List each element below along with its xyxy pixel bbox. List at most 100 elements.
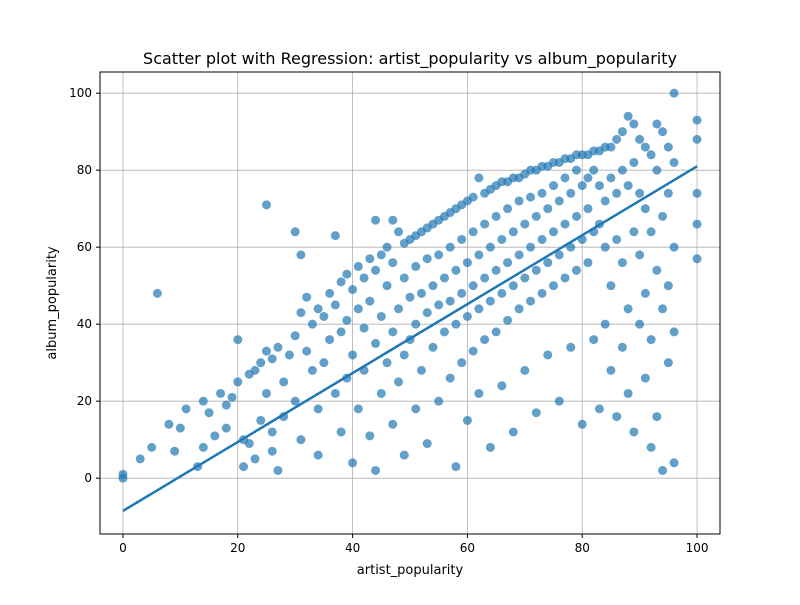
- data-point: [629, 427, 639, 437]
- data-point: [640, 204, 650, 214]
- data-point: [560, 173, 570, 183]
- data-point: [388, 258, 398, 268]
- data-point: [394, 304, 404, 314]
- x-tick-label: 20: [230, 541, 245, 555]
- data-point: [537, 234, 547, 244]
- data-point: [543, 350, 553, 360]
- data-point: [302, 346, 312, 356]
- data-point: [290, 227, 300, 237]
- data-point: [267, 354, 277, 364]
- data-point: [658, 465, 668, 475]
- data-point: [629, 119, 639, 129]
- x-tick-label: 100: [686, 541, 709, 555]
- data-point: [589, 165, 599, 175]
- data-point: [635, 134, 645, 144]
- data-point: [445, 242, 455, 252]
- data-point: [261, 346, 271, 356]
- data-point: [422, 439, 432, 449]
- chart-title: Scatter plot with Regression: artist_pop…: [143, 49, 677, 69]
- data-point: [233, 377, 243, 387]
- data-point: [571, 165, 581, 175]
- data-point: [256, 415, 266, 425]
- data-point: [135, 454, 145, 464]
- data-point: [583, 258, 593, 268]
- data-point: [451, 319, 461, 329]
- data-point: [152, 288, 162, 298]
- data-point: [537, 188, 547, 198]
- data-point: [663, 188, 673, 198]
- data-point: [353, 404, 363, 414]
- data-point: [646, 227, 656, 237]
- data-point: [549, 181, 559, 191]
- x-tick-label: 60: [460, 541, 475, 555]
- data-point: [635, 188, 645, 198]
- data-point: [411, 404, 421, 414]
- data-point: [284, 350, 294, 360]
- data-point: [531, 408, 541, 418]
- data-point: [554, 196, 564, 206]
- data-point: [663, 142, 673, 152]
- data-point: [273, 465, 283, 475]
- data-point: [583, 204, 593, 214]
- data-point: [468, 346, 478, 356]
- x-axis-label: artist_popularity: [357, 563, 464, 578]
- data-point: [692, 254, 702, 264]
- data-point: [600, 242, 610, 252]
- data-point: [296, 250, 306, 260]
- data-point: [549, 281, 559, 291]
- data-point: [388, 419, 398, 429]
- data-point: [445, 373, 455, 383]
- data-point: [520, 273, 530, 283]
- data-point: [147, 442, 157, 452]
- data-point: [239, 462, 249, 472]
- data-point: [336, 427, 346, 437]
- data-point: [457, 288, 467, 298]
- data-point: [353, 304, 363, 314]
- data-point: [485, 442, 495, 452]
- data-point: [428, 281, 438, 291]
- data-point: [652, 165, 662, 175]
- data-point: [503, 315, 513, 325]
- data-point: [629, 227, 639, 237]
- plot-frame: [99, 71, 721, 535]
- data-point: [514, 196, 524, 206]
- data-point: [388, 215, 398, 225]
- data-point: [216, 388, 226, 398]
- data-point: [474, 388, 484, 398]
- data-point: [428, 342, 438, 352]
- data-point: [319, 358, 329, 368]
- data-point: [537, 288, 547, 298]
- data-point: [164, 419, 174, 429]
- data-point: [376, 250, 386, 260]
- data-point: [434, 396, 444, 406]
- data-point: [606, 142, 616, 152]
- data-point: [302, 292, 312, 302]
- data-point: [549, 227, 559, 237]
- data-point: [514, 304, 524, 314]
- data-point: [261, 388, 271, 398]
- data-point: [617, 342, 627, 352]
- y-tick-label: 0: [84, 471, 92, 485]
- data-point: [204, 408, 214, 418]
- data-point: [434, 250, 444, 260]
- data-point: [221, 400, 231, 410]
- data-point: [371, 465, 381, 475]
- y-tick-label: 60: [77, 240, 92, 254]
- data-point: [474, 173, 484, 183]
- data-point: [244, 439, 254, 449]
- data-point: [376, 388, 386, 398]
- data-point: [474, 250, 484, 260]
- data-point: [652, 412, 662, 422]
- data-point: [336, 277, 346, 287]
- data-point: [118, 469, 128, 479]
- data-point: [359, 273, 369, 283]
- data-point: [623, 304, 633, 314]
- data-point: [210, 431, 220, 441]
- data-point: [508, 227, 518, 237]
- data-point: [480, 335, 490, 345]
- data-point: [468, 227, 478, 237]
- data-point: [348, 458, 358, 468]
- data-point: [307, 365, 317, 375]
- data-point: [313, 450, 323, 460]
- data-point: [399, 450, 409, 460]
